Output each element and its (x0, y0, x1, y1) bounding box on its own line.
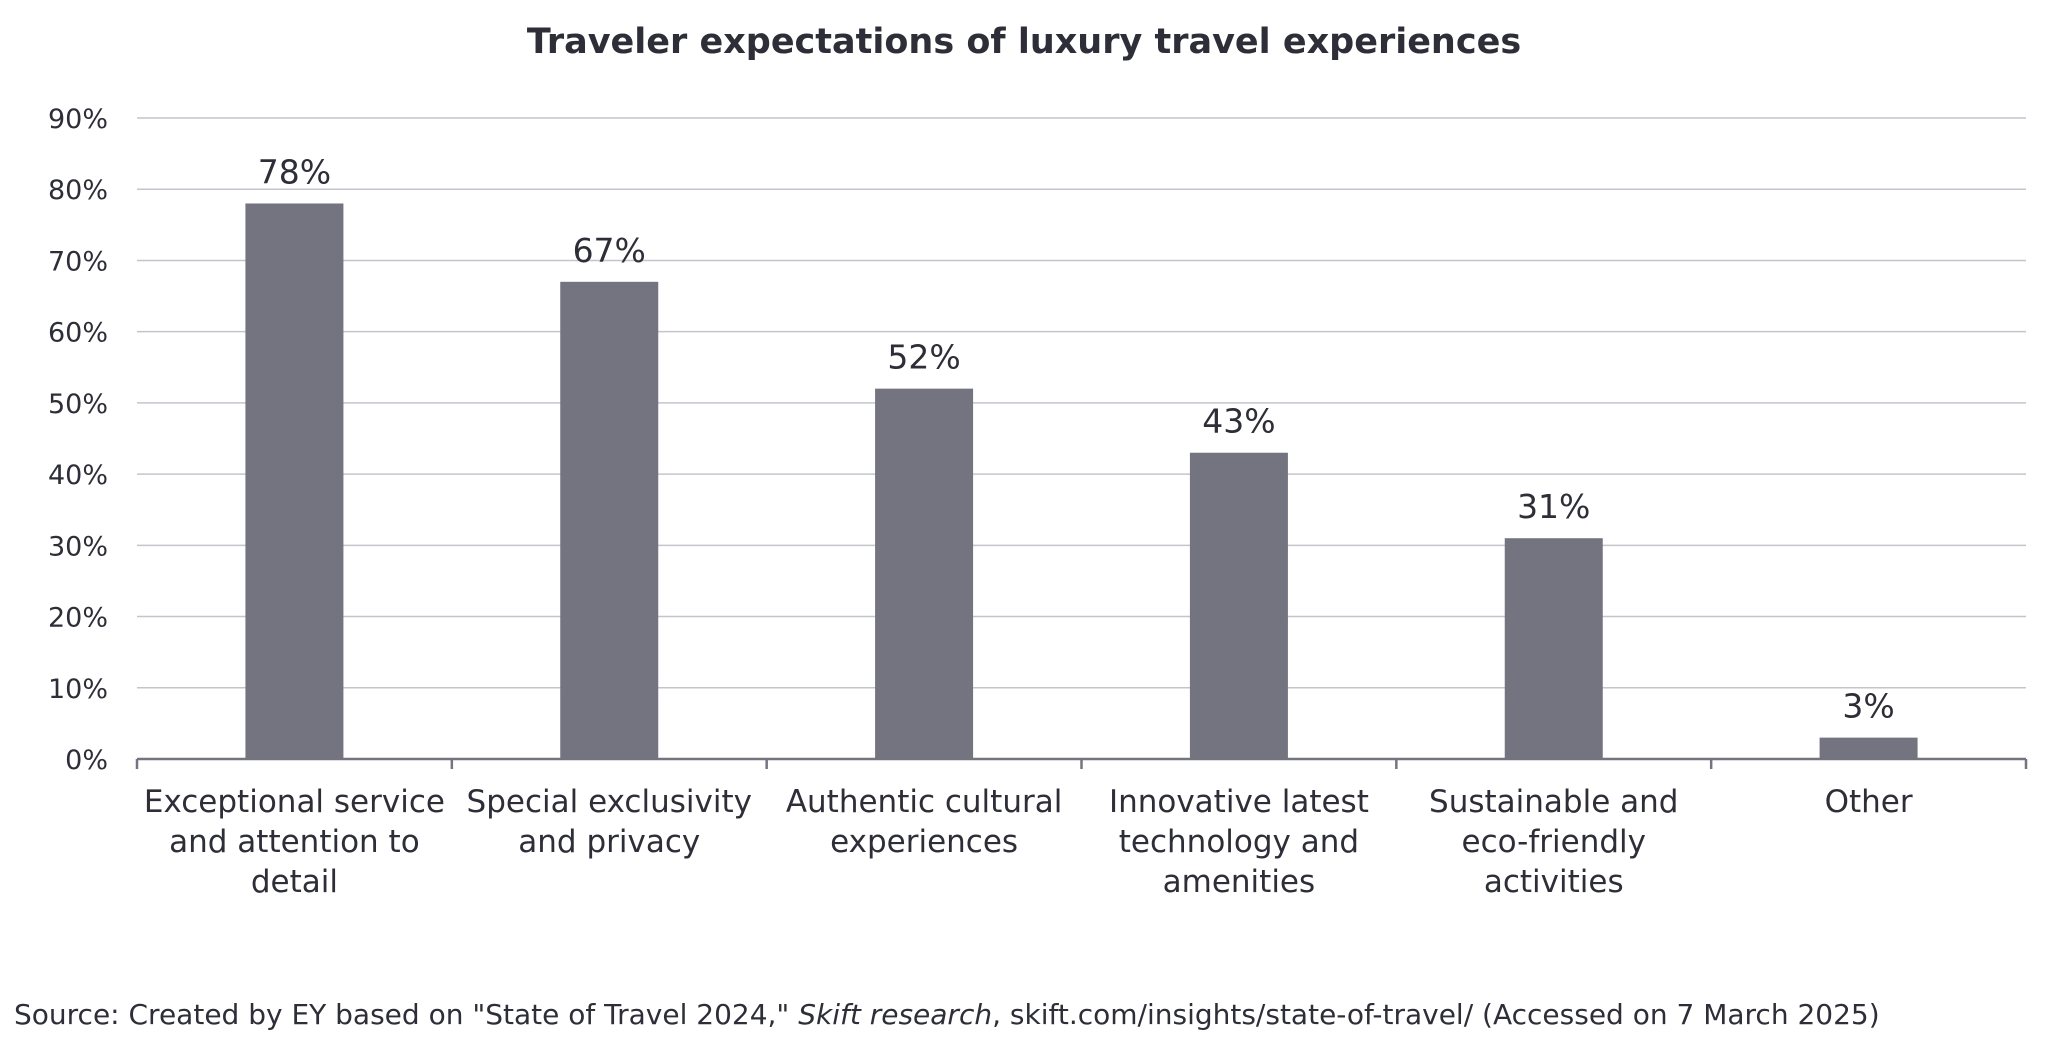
x-tick-label-line: eco-friendly (1462, 824, 1646, 860)
bar (560, 281, 659, 759)
x-tick-label: Special exclusivity and privacy (467, 784, 752, 860)
x-tick-label-line: Other (1825, 784, 1913, 820)
x-tick-label-line: detail (251, 864, 338, 900)
chart-title: Traveler expectations of luxury travel e… (526, 22, 1522, 62)
y-tick-label: 40% (48, 460, 108, 491)
x-tick-label: Exceptional service and attention to detai… (144, 784, 445, 900)
source-suffix: , skift.com/insights/state-of-travel/ (A… (992, 998, 1880, 1031)
x-axis (135, 757, 2028, 769)
y-tick-label: 20% (48, 603, 108, 634)
data-label: 43% (1202, 402, 1275, 441)
y-tick-label: 10% (48, 674, 108, 705)
x-tick-label: Other (1825, 784, 1913, 820)
x-tick-label-line: Exceptional service (144, 784, 445, 820)
x-tick-label: Innovative latest technology and amenities (1109, 784, 1369, 900)
x-tick-label-line: and attention to (169, 824, 420, 860)
data-label: 67% (573, 231, 646, 270)
bar (1504, 538, 1603, 759)
gridlines (137, 117, 2026, 689)
y-tick-label: 30% (48, 531, 108, 562)
bars (245, 203, 1918, 759)
data-labels: 78% 67% 52% 43% 31% 3% (258, 152, 1895, 725)
data-label: 31% (1517, 487, 1590, 526)
y-tick-label: 60% (48, 318, 108, 349)
bar (245, 203, 344, 759)
data-label: 3% (1842, 687, 1894, 726)
x-tick-label-line: Innovative latest (1109, 784, 1369, 820)
x-tick-label-line: technology and (1119, 824, 1359, 860)
y-tick-label: 80% (48, 175, 108, 206)
x-tick-label-line: activities (1484, 864, 1624, 900)
source-prefix: Source: Created by EY based on "State of… (14, 998, 799, 1031)
x-tick-label-line: Authentic cultural (786, 784, 1063, 820)
x-tick-label: Authentic cultural experiences (786, 784, 1063, 860)
source-italic: Skift research (798, 998, 993, 1031)
bar (1819, 737, 1918, 759)
bar (875, 388, 974, 759)
y-tick-label: 50% (48, 389, 108, 420)
bar-chart: 0% 10% 20% 30% 40% 50% 60% 70% 80% 90% Exceptiona… (48, 104, 2028, 900)
x-axis-category-labels: Exceptional service and attention to detai… (144, 784, 1913, 900)
y-axis-tick-labels: 0% 10% 20% 30% 40% 50% 60% 70% 80% 90% (48, 104, 108, 776)
y-tick-label: 0% (65, 745, 108, 776)
source-note: Source: Created by EY based on "State of… (14, 998, 1880, 1031)
data-label: 52% (887, 338, 960, 377)
x-tick-label-line: experiences (830, 824, 1018, 860)
y-tick-label: 90% (48, 104, 108, 135)
bar (1189, 452, 1288, 759)
y-tick-label: 70% (48, 246, 108, 277)
data-label: 78% (258, 152, 331, 191)
x-tick-label-line: and privacy (518, 824, 700, 860)
x-tick-label-line: Special exclusivity (467, 784, 752, 820)
x-tick-label: Sustainable and eco-friendly activities (1429, 784, 1678, 900)
x-tick-label-line: Sustainable and (1429, 784, 1678, 820)
x-tick-label-line: amenities (1163, 864, 1316, 900)
